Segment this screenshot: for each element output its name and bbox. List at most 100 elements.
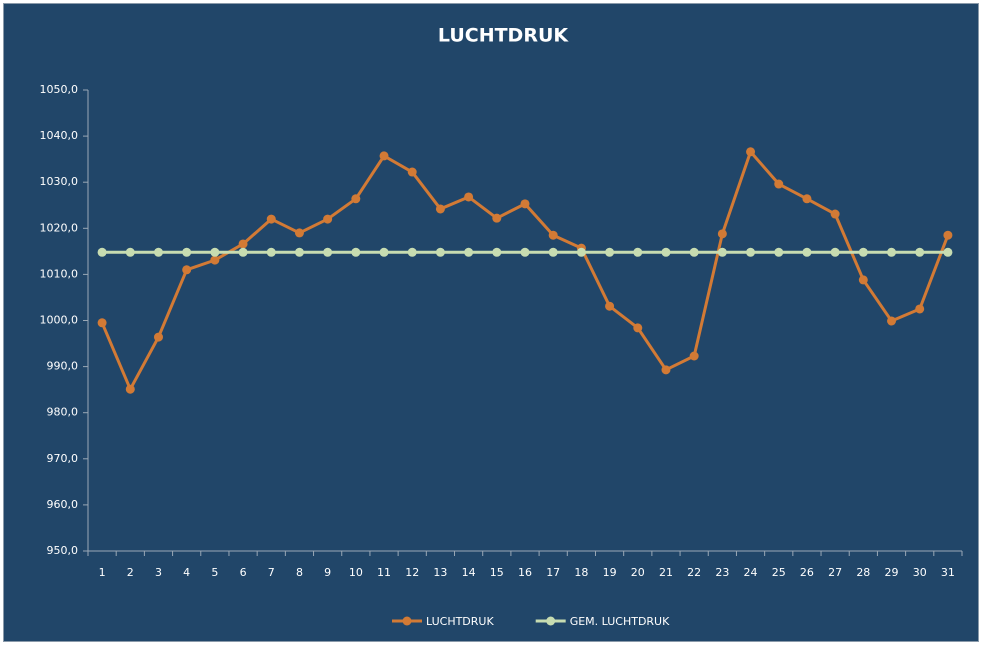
data-point bbox=[746, 247, 756, 257]
y-tick-label: 960,0 bbox=[47, 498, 79, 511]
data-point bbox=[153, 247, 163, 257]
data-point bbox=[717, 247, 727, 257]
data-point bbox=[887, 316, 897, 326]
data-point bbox=[858, 247, 868, 257]
x-tick-label: 27 bbox=[828, 566, 842, 579]
x-tick-label: 25 bbox=[772, 566, 786, 579]
x-tick-label: 3 bbox=[155, 566, 162, 579]
x-tick-label: 26 bbox=[800, 566, 814, 579]
data-point bbox=[576, 247, 586, 257]
y-tick-label: 970,0 bbox=[47, 452, 79, 465]
data-point bbox=[887, 247, 897, 257]
data-point bbox=[323, 214, 333, 224]
data-point bbox=[210, 255, 220, 265]
y-tick-label: 1050,0 bbox=[40, 83, 79, 96]
data-point bbox=[323, 247, 333, 257]
data-point bbox=[407, 247, 417, 257]
x-tick-label: 8 bbox=[296, 566, 303, 579]
data-point bbox=[266, 247, 276, 257]
x-tick-label: 4 bbox=[183, 566, 190, 579]
data-point bbox=[182, 265, 192, 275]
x-tick-label: 2 bbox=[127, 566, 134, 579]
x-tick-label: 15 bbox=[490, 566, 504, 579]
data-point bbox=[943, 230, 953, 240]
data-point bbox=[464, 247, 474, 257]
y-tick-label: 950,0 bbox=[47, 544, 79, 557]
x-tick-label: 14 bbox=[462, 566, 476, 579]
x-tick-label: 29 bbox=[885, 566, 899, 579]
data-point bbox=[97, 318, 107, 328]
x-tick-label: 21 bbox=[659, 566, 673, 579]
data-point bbox=[548, 247, 558, 257]
x-tick-label: 22 bbox=[687, 566, 701, 579]
data-point bbox=[858, 275, 868, 285]
legend-marker bbox=[546, 616, 556, 626]
y-tick-label: 980,0 bbox=[47, 406, 79, 419]
y-tick-label: 1000,0 bbox=[40, 314, 79, 327]
legend-label: LUCHTDRUK bbox=[426, 615, 494, 628]
y-tick-label: 1030,0 bbox=[40, 175, 79, 188]
data-point bbox=[661, 247, 671, 257]
data-point bbox=[605, 247, 615, 257]
data-point bbox=[802, 194, 812, 204]
data-point bbox=[774, 179, 784, 189]
y-tick-label: 1040,0 bbox=[40, 129, 79, 142]
x-tick-label: 6 bbox=[240, 566, 247, 579]
data-point bbox=[351, 247, 361, 257]
data-point bbox=[915, 247, 925, 257]
data-point bbox=[830, 247, 840, 257]
data-point bbox=[125, 247, 135, 257]
data-point bbox=[97, 247, 107, 257]
data-point bbox=[520, 247, 530, 257]
chart-title: LUCHTDRUK bbox=[438, 25, 569, 47]
y-tick-label: 990,0 bbox=[47, 360, 79, 373]
data-point bbox=[210, 247, 220, 257]
x-tick-label: 7 bbox=[268, 566, 275, 579]
data-point bbox=[689, 247, 699, 257]
data-point bbox=[661, 365, 671, 375]
data-point bbox=[238, 247, 248, 257]
legend-label: GEM. LUCHTDRUK bbox=[570, 615, 670, 628]
data-point bbox=[717, 229, 727, 239]
x-tick-label: 19 bbox=[603, 566, 617, 579]
data-point bbox=[689, 351, 699, 361]
data-point bbox=[915, 304, 925, 314]
data-point bbox=[182, 247, 192, 257]
data-point bbox=[351, 194, 361, 204]
x-tick-label: 31 bbox=[941, 566, 955, 579]
x-tick-label: 16 bbox=[518, 566, 532, 579]
data-point bbox=[238, 239, 248, 249]
x-tick-label: 5 bbox=[211, 566, 218, 579]
data-point bbox=[746, 147, 756, 157]
x-tick-label: 24 bbox=[744, 566, 758, 579]
data-point bbox=[943, 247, 953, 257]
data-point bbox=[548, 230, 558, 240]
x-tick-label: 23 bbox=[715, 566, 729, 579]
x-tick-label: 11 bbox=[377, 566, 391, 579]
x-tick-label: 9 bbox=[324, 566, 331, 579]
data-point bbox=[125, 384, 135, 394]
legend-marker bbox=[402, 616, 412, 626]
x-tick-label: 13 bbox=[433, 566, 447, 579]
data-point bbox=[294, 228, 304, 238]
x-tick-label: 30 bbox=[913, 566, 927, 579]
data-point bbox=[379, 151, 389, 161]
x-tick-label: 28 bbox=[856, 566, 870, 579]
data-point bbox=[435, 204, 445, 214]
x-tick-label: 1 bbox=[99, 566, 106, 579]
data-point bbox=[802, 247, 812, 257]
data-point bbox=[294, 247, 304, 257]
data-point bbox=[633, 323, 643, 333]
x-tick-label: 20 bbox=[631, 566, 645, 579]
y-tick-label: 1020,0 bbox=[40, 221, 79, 234]
data-point bbox=[492, 213, 502, 223]
chart-background bbox=[3, 3, 979, 642]
data-point bbox=[266, 214, 276, 224]
data-point bbox=[774, 247, 784, 257]
y-tick-label: 1010,0 bbox=[40, 267, 79, 280]
x-tick-label: 18 bbox=[574, 566, 588, 579]
data-point bbox=[407, 167, 417, 177]
data-point bbox=[830, 209, 840, 219]
data-point bbox=[153, 332, 163, 342]
